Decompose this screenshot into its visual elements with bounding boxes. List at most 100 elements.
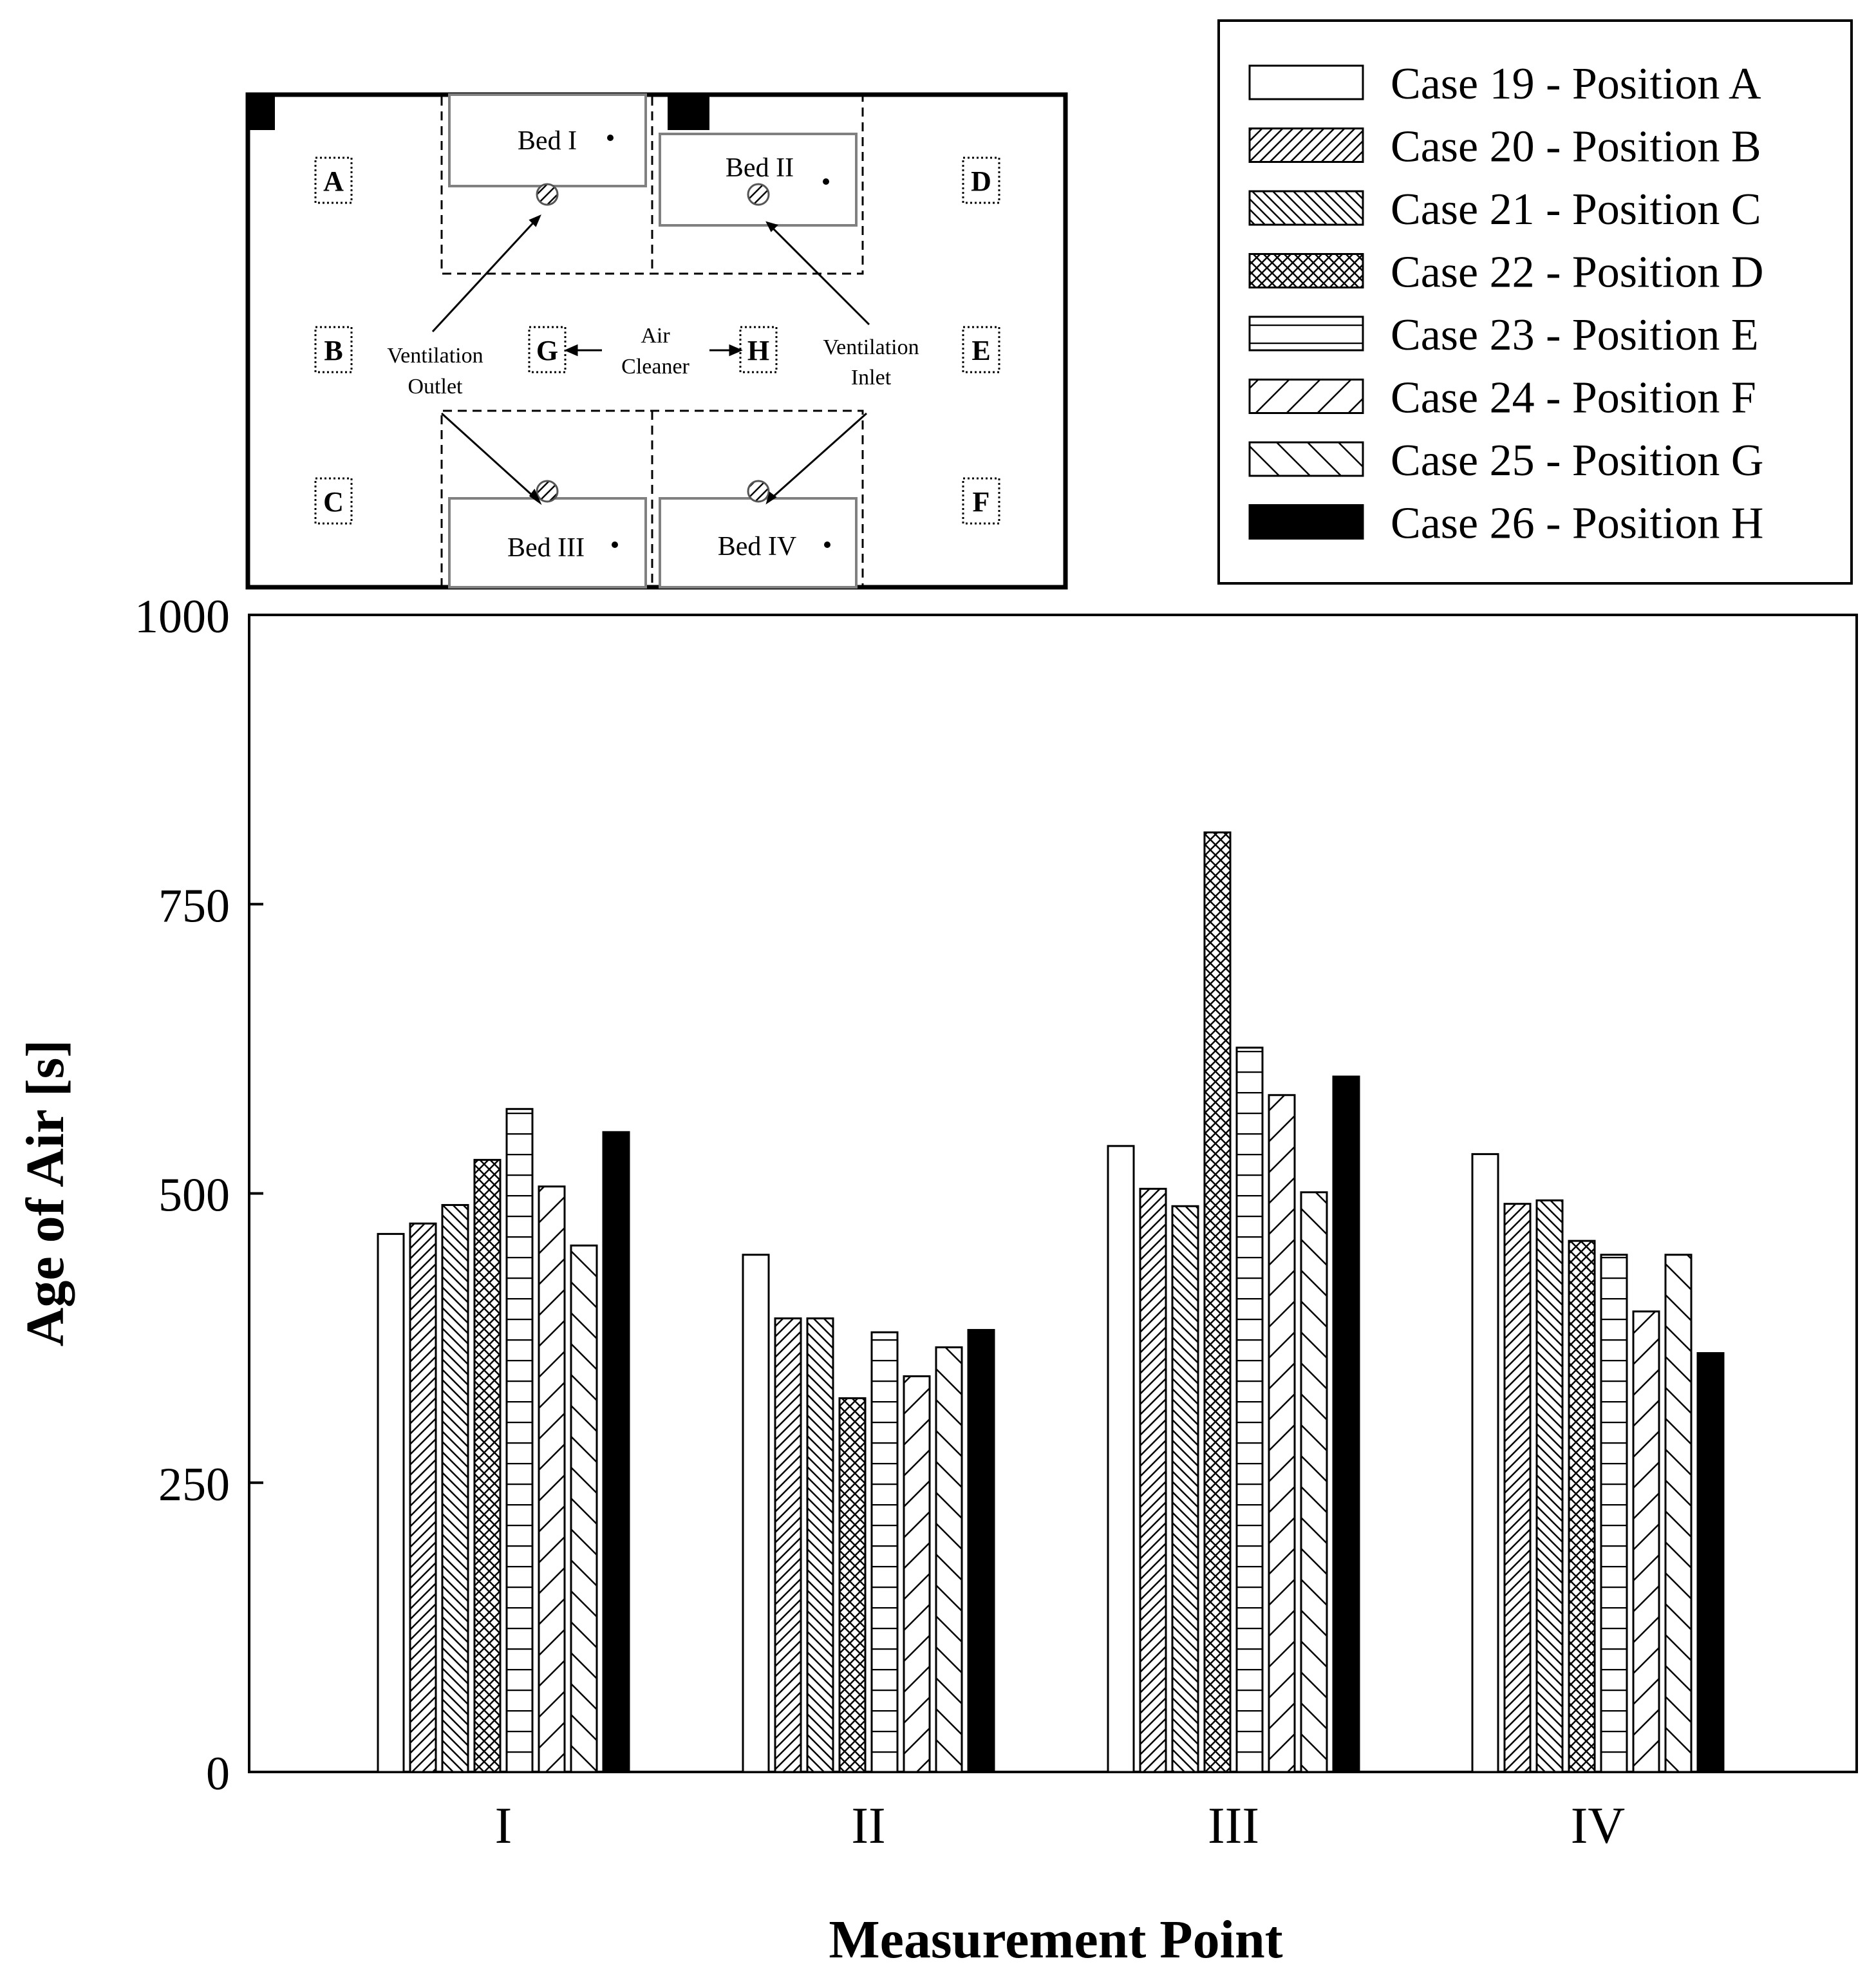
position-boxes — [314, 156, 1000, 525]
legend-label: Case 19 - Position A — [1391, 59, 1761, 109]
bar-iii-position-f — [1268, 1094, 1296, 1773]
ventilation-outlet-label-line2: Outlet — [408, 375, 464, 399]
position-label-a: A — [323, 165, 344, 197]
position-box-a — [314, 156, 353, 204]
bar-ii-position-c — [806, 1317, 834, 1773]
legend-label: Case 24 - Position F — [1391, 373, 1756, 423]
legend-swatch — [1248, 127, 1364, 163]
position-label-g: G — [536, 335, 558, 366]
bar-iv-position-b — [1503, 1203, 1532, 1773]
bar-iii-position-b — [1139, 1187, 1167, 1773]
position-box-d — [962, 156, 1000, 204]
bar-i-position-d — [473, 1158, 502, 1773]
position-label-b: B — [324, 335, 342, 366]
legend-swatch — [1248, 379, 1364, 414]
bed-iv-dot — [824, 542, 830, 548]
legend-swatch — [1248, 64, 1364, 100]
bar-iii-position-g — [1300, 1191, 1328, 1773]
air-cleaner-label-line2: Cleaner — [621, 355, 689, 379]
bar-i-position-a — [377, 1232, 405, 1773]
bar-iii-position-e — [1235, 1046, 1264, 1773]
x-axis: I II III IV — [495, 1798, 1626, 1854]
bar-ii-position-b — [774, 1317, 802, 1773]
bed-ii-label: Bed II — [726, 153, 794, 183]
position-label-f: F — [973, 486, 990, 518]
dashed-zones — [440, 97, 864, 587]
bar-iii-position-a — [1107, 1145, 1135, 1773]
x-category-label: IV — [1571, 1798, 1625, 1854]
legend-swatch — [1248, 504, 1364, 540]
vent-bed-ii — [747, 183, 770, 206]
legend-swatch — [1248, 190, 1364, 226]
ventilation-inlet-label-line1: Ventilation — [823, 335, 919, 359]
bar-iv-position-a — [1471, 1153, 1499, 1773]
bar-ii-position-d — [838, 1397, 867, 1773]
bed-iii-label: Bed III — [507, 533, 585, 563]
legend-swatch — [1248, 253, 1364, 288]
position-label-d: D — [971, 165, 991, 197]
y-tick-label: 500 — [158, 1169, 230, 1222]
door-block-left — [248, 95, 275, 130]
bed-i-dot — [607, 135, 614, 141]
y-tick-label: 750 — [158, 880, 230, 932]
bar-iii-position-d — [1203, 831, 1232, 1773]
bar-ii-position-g — [935, 1346, 963, 1773]
bar-i-position-f — [538, 1185, 566, 1773]
position-label-e: E — [971, 335, 990, 366]
bed-iv-label: Bed IV — [718, 532, 796, 561]
legend: Case 19 - Position A Case 20 - Position B… — [1217, 19, 1853, 585]
bar-i-position-c — [441, 1203, 469, 1773]
vent-bed-iii — [536, 480, 559, 503]
bed-i-label: Bed I — [518, 126, 577, 156]
bed-ii-dot — [823, 178, 829, 185]
ventilation-inlet-label-line2: Inlet — [851, 366, 892, 390]
position-label-h: H — [747, 335, 769, 366]
bed-iv-outline — [659, 497, 858, 589]
room-outline — [245, 92, 1068, 590]
legend-label: Case 26 - Position H — [1391, 499, 1763, 549]
bar-i-position-h — [602, 1131, 630, 1773]
bars — [377, 831, 1725, 1773]
legend-label: Case 21 - Position C — [1391, 185, 1761, 234]
legend-label: Case 23 - Position E — [1391, 310, 1759, 360]
legend-label: Case 22 - Position D — [1391, 248, 1763, 297]
door-block-right — [668, 95, 709, 130]
bar-i-position-g — [570, 1244, 598, 1773]
air-cleaner-label-line1: Air — [641, 324, 670, 348]
y-axis: 0 250 500 750 1000 — [135, 590, 263, 1800]
y-tick-label: 0 — [206, 1747, 230, 1800]
bar-iv-position-f — [1632, 1310, 1660, 1773]
bar-iv-position-d — [1568, 1239, 1596, 1773]
y-tick-label: 250 — [158, 1458, 230, 1511]
position-label-c: C — [323, 486, 344, 518]
bar-iii-position-c — [1171, 1205, 1199, 1773]
bed-iii-dot — [612, 542, 618, 548]
bar-iv-position-g — [1664, 1254, 1693, 1773]
x-category-label: I — [495, 1798, 512, 1854]
position-box-h — [739, 326, 778, 373]
x-axis-title: Measurement Point — [829, 1910, 1282, 1970]
legend-label: Case 20 - Position B — [1391, 122, 1761, 172]
x-category-label: II — [851, 1798, 885, 1854]
bar-iv-position-h — [1696, 1352, 1725, 1773]
bed-i-outline — [448, 93, 647, 187]
bar-ii-position-h — [967, 1329, 995, 1773]
bar-i-position-b — [409, 1222, 437, 1773]
diagram-arrows — [431, 214, 870, 505]
bar-i-position-e — [505, 1107, 534, 1773]
ventilation-outlet-label-line1: Ventilation — [387, 344, 483, 368]
vent-bed-iv — [747, 480, 770, 503]
bar-ii-position-a — [742, 1254, 770, 1773]
y-tick-label: 1000 — [135, 590, 230, 643]
bar-iv-position-e — [1600, 1254, 1628, 1773]
legend-frame — [1217, 19, 1853, 585]
bar-iii-position-h — [1332, 1075, 1360, 1773]
vent-bed-i — [536, 183, 559, 206]
bar-iv-position-c — [1535, 1199, 1564, 1773]
position-box-c — [314, 477, 353, 525]
y-axis-title: Age of Air [s] — [15, 1040, 75, 1347]
bar-ii-position-e — [870, 1331, 899, 1773]
position-box-f — [962, 477, 1000, 525]
